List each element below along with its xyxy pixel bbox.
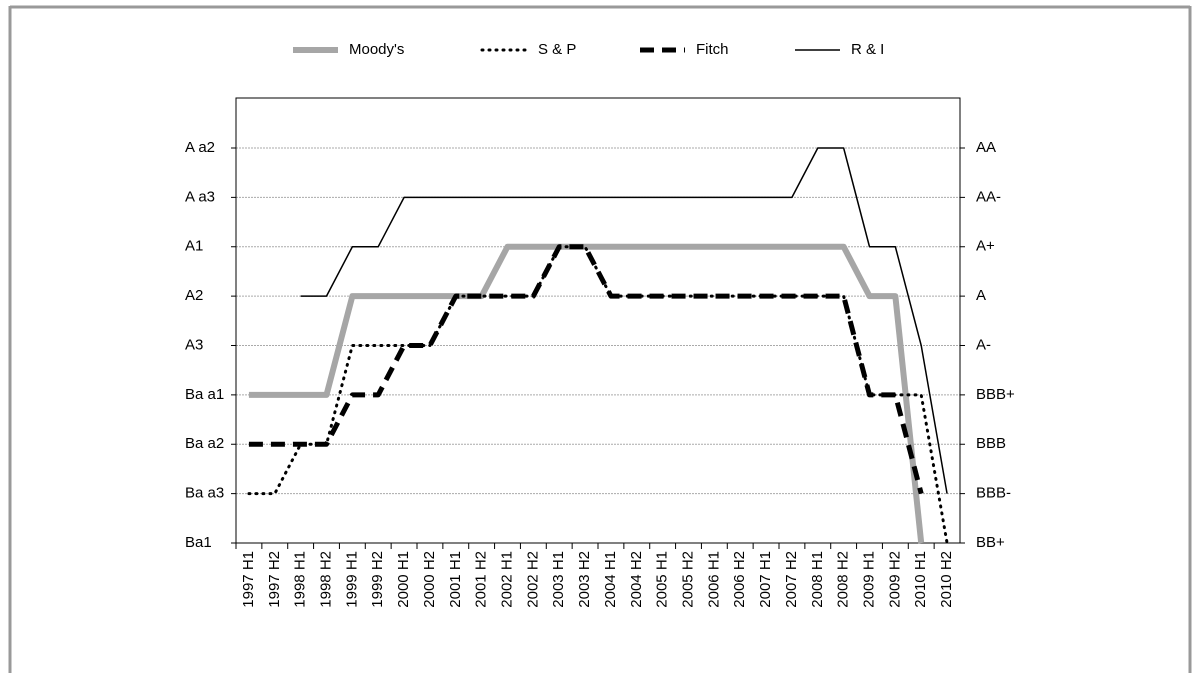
y-tick-label: A3: [185, 336, 203, 353]
y-tick-label: Ba1: [185, 534, 212, 551]
y2-tick-label: A: [976, 287, 986, 304]
x-tick-label: 2005 H2: [679, 551, 696, 608]
x-tick-label: 2010 H1: [912, 551, 929, 608]
x-tick-label: 2005 H1: [654, 551, 671, 608]
x-tick-label: 1997 H1: [240, 551, 257, 608]
x-tick-label: 2003 H1: [550, 551, 567, 608]
x-tick-label: 2006 H2: [731, 551, 748, 608]
legend-label: R & I: [851, 41, 884, 58]
x-tick-label: 2006 H1: [705, 551, 722, 608]
series-line: [248, 243, 925, 544]
y2-tick-label: BB+: [976, 534, 1005, 551]
x-tick-label: 2002 H2: [524, 551, 541, 608]
x-tick-label: 1999 H2: [369, 551, 386, 608]
x-tick-label: 2003 H2: [576, 551, 593, 608]
x-tick-label: 2007 H1: [757, 551, 774, 608]
x-tick-label: 1998 H1: [292, 551, 309, 608]
x-tick-label: 2002 H1: [498, 551, 515, 608]
x-tick-label: 2000 H2: [421, 551, 438, 608]
y-tick-label: Ba a2: [185, 435, 224, 452]
y-tick-label: A a3: [185, 188, 215, 205]
y-tick-label: A2: [185, 287, 203, 304]
y-tick-label: Ba a1: [185, 386, 224, 403]
x-tick-label: 2008 H1: [809, 551, 826, 608]
x-tick-label: 1999 H1: [343, 551, 360, 608]
y2-tick-label: A+: [976, 238, 995, 255]
legend-label: Fitch: [696, 41, 729, 58]
x-tick-label: 2001 H2: [473, 551, 490, 608]
x-tick-label: 2009 H2: [886, 551, 903, 608]
x-tick-label: 2009 H1: [860, 551, 877, 608]
x-tick-label: 2008 H2: [835, 551, 852, 608]
y-tick-label: A1: [185, 238, 203, 255]
y2-tick-label: BBB-: [976, 485, 1011, 502]
x-tick-label: 2001 H1: [447, 551, 464, 608]
y-tick-label: A a2: [185, 139, 215, 156]
x-tick-label: 2004 H1: [602, 551, 619, 608]
y2-tick-label: A-: [976, 336, 991, 353]
x-tick-label: 2000 H1: [395, 551, 412, 608]
legend-label: Moody's: [349, 41, 404, 58]
series-line: [248, 244, 924, 495]
x-tick-label: 2007 H2: [783, 551, 800, 608]
x-tick-label: 1998 H2: [317, 551, 334, 608]
y2-tick-label: BBB: [976, 435, 1006, 452]
y2-tick-label: AA-: [976, 188, 1001, 205]
legend-label: S & P: [538, 41, 576, 58]
x-tick-label: 2004 H2: [628, 551, 645, 608]
series-line: [300, 147, 948, 494]
x-tick-label: 2010 H2: [938, 551, 955, 608]
x-tick-label: 1997 H2: [266, 551, 283, 608]
y-tick-label: Ba a3: [185, 485, 224, 502]
y2-tick-label: AA: [976, 139, 996, 156]
y2-tick-label: BBB+: [976, 386, 1015, 403]
